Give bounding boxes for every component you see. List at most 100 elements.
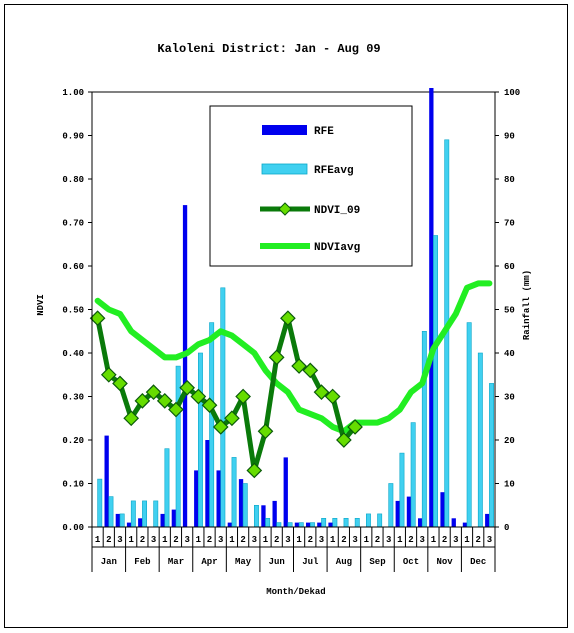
left-tick-label: 0.50 [62,306,84,316]
dekad-label: 3 [218,535,223,545]
dekad-label: 3 [419,535,424,545]
dekad-label: 2 [207,535,212,545]
chart-title: Kaloleni District: Jan - Aug 09 [157,42,380,56]
bar-rfeavg [108,496,114,528]
point-ndvi09 [190,388,207,405]
dekad-label: 1 [364,535,370,545]
bar-rfe [104,435,109,527]
point-ndvi09 [291,358,307,374]
dekad-label: 2 [240,535,245,545]
month-label: Jan [101,557,117,567]
bar-rfeavg [477,352,483,528]
point-ndvi09 [89,310,106,327]
dekad-label: 1 [330,535,336,545]
bar-rfe [227,522,232,527]
dekad-label: 3 [319,535,324,545]
month-label: Sep [369,557,385,567]
dekad-label: 3 [352,535,357,545]
bar-rfe [115,513,120,527]
chart-frame: Kaloleni District: Jan - Aug 09 0.00 0.10… [4,4,568,628]
left-tick-label: 0.70 [62,219,84,229]
point-ndvi09 [336,432,352,448]
dekad-label: 2 [274,535,279,545]
dekad-label: 1 [464,535,470,545]
dekad-label: 3 [285,535,290,545]
left-tick-label: 0.20 [62,436,84,446]
bar-rfe [328,522,333,527]
right-tick-label: 90 [504,132,515,142]
point-ndvi09 [224,410,240,427]
bar-rfeavg [433,235,438,528]
bar-rfeavg [175,365,181,528]
y-axis-label-left: NDVI [36,294,46,316]
month-label: Aug [336,557,352,567]
bar-rfeavg [343,517,349,528]
bar-rfe [306,522,311,527]
point-ndvi09 [302,362,319,379]
x-axis-label: Month/Dekad [266,587,325,597]
bar-rfeavg [365,513,371,528]
bar-rfeavg [164,448,170,528]
bar-rfeavg [242,483,248,528]
right-tick-label: 60 [504,262,515,272]
point-ndvi09 [347,419,363,435]
bar-rfeavg [321,517,327,528]
bar-rfe [294,522,300,527]
month-label: Mar [168,557,184,567]
point-ndvi09 [145,384,162,400]
point-ndvi09 [212,419,229,435]
point-ndvi09 [235,388,251,405]
month-label: Apr [201,557,217,567]
bar-rfe [194,470,199,527]
legend-box [209,105,413,267]
dekad-label: 1 [431,535,437,545]
bar-rfeavg [399,452,405,528]
left-tick-label: 0.60 [62,262,84,272]
chart-svg: Kaloleni District: Jan - Aug 09 0.00 0.10… [36,42,532,597]
bar-rfe [451,518,456,527]
month-label: Jun [269,557,285,567]
dekad-label: 1 [95,535,101,545]
bar-rfeavg [198,352,203,528]
bar-rfeavg [97,478,103,528]
right-tick-label: 0 [504,523,509,533]
dekad-label: 3 [184,535,189,545]
right-tick-label: 100 [504,88,520,98]
bar-rfeavg [332,517,338,528]
right-tick-label: 40 [504,349,515,359]
dekad-label: 2 [408,535,413,545]
dekad-label: 2 [341,535,346,545]
dekad-label: 3 [386,535,391,545]
point-ndvi09 [112,375,128,392]
bar-rfe [216,470,221,527]
point-ndvi09 [134,393,151,409]
dekad-label: 1 [229,535,235,545]
dekad-label: 3 [117,535,122,545]
dekad-label: 1 [397,535,403,545]
bar-rfeavg [309,522,315,528]
right-tick-label: 80 [504,175,515,185]
bar-rfeavg [153,500,159,528]
month-label: May [235,557,252,567]
dekad-label: 2 [140,535,145,545]
dekad-label: 2 [173,535,178,545]
left-tick-label: 0.80 [62,175,84,185]
point-ndvi09 [179,379,196,396]
bar-rfeavg [254,504,259,528]
bar-rfe [261,505,266,528]
bar-rfe [283,457,288,527]
bar-rfeavg [466,322,472,528]
legend-label-ndviavg: NDVIavg [314,242,360,254]
legend-marker-ndvi09 [278,202,292,216]
point-ndvi09 [268,349,285,366]
bar-rfeavg [231,457,237,528]
left-tick-label: 0.40 [62,349,84,359]
month-label: Feb [134,557,150,567]
axes: 0.00 0.10 0.20 0.30 0.40 0.50 0.60 0.70 0.80 0.90… [62,88,520,533]
point-ndvi09 [123,410,140,427]
legend: RFE RFEavg NDVI_09 NDVIavg [209,105,413,267]
right-tick-label: 20 [504,436,515,446]
point-ndvi09 [100,366,117,383]
bar-rfeavg [354,517,360,528]
